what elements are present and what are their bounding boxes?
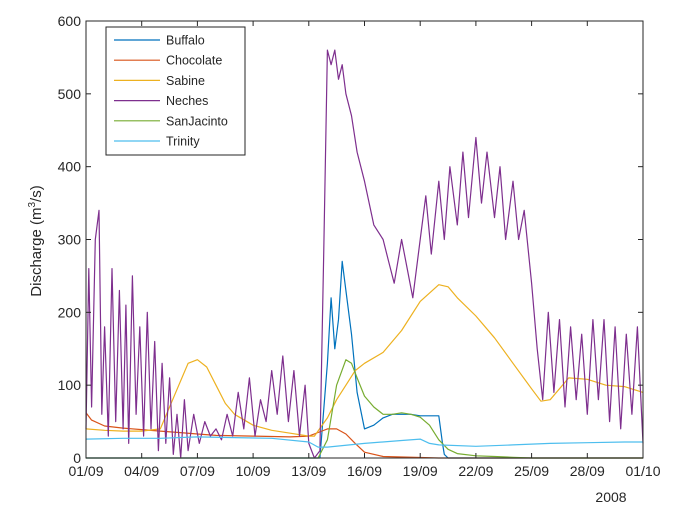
y-axis-label: Discharge (m3/s)	[27, 185, 45, 296]
y-axis-label-sup: 3	[27, 202, 38, 208]
y-tick-label: 200	[58, 304, 82, 320]
x-tick-label: 19/09	[403, 463, 438, 479]
x-tick-label: 13/09	[291, 463, 326, 479]
legend-label-buffalo: Buffalo	[166, 34, 205, 48]
x-tick-label: 01/09	[68, 463, 103, 479]
x-secondary-label: 2008	[595, 489, 626, 505]
y-tick-label: 100	[58, 377, 82, 393]
series-line-trinity	[85, 436, 643, 448]
y-tick-label: 0	[73, 450, 81, 466]
y-axis-label-suffix: /s)	[28, 185, 45, 202]
x-tick-label: 28/09	[570, 463, 605, 479]
legend-label-neches: Neches	[166, 94, 208, 108]
series-line-neches	[85, 49, 644, 459]
legend-box	[105, 26, 246, 156]
legend-label-sanjacinto: SanJacinto	[166, 114, 228, 128]
x-tick-label: 16/09	[347, 463, 382, 479]
x-tick-label: 07/09	[180, 463, 215, 479]
legend-label-chocolate: Chocolate	[166, 54, 222, 68]
y-axis-label-prefix: Discharge (m	[28, 208, 45, 297]
x-tick-label: 22/09	[458, 463, 493, 479]
y-tick-label: 500	[58, 86, 82, 102]
x-tick-label: 25/09	[514, 463, 549, 479]
series-line-buffalo	[86, 260, 643, 459]
y-tick-label: 400	[58, 159, 82, 175]
x-tick-label: 10/09	[236, 463, 271, 479]
y-tick-label: 600	[58, 13, 82, 29]
series-line-sanjacinto	[86, 359, 643, 459]
y-tick-label: 300	[58, 232, 82, 248]
x-tick-label: 01/10	[625, 463, 660, 479]
legend: Buffalo Chocolate Sabine Neches SanJacinto Tr…	[105, 26, 246, 156]
series-line-sabine	[85, 284, 644, 437]
series-layer	[85, 49, 644, 459]
legend-label-sabine: Sabine	[166, 74, 205, 88]
x-tick-label: 04/09	[124, 463, 159, 479]
legend-label-trinity: Trinity	[166, 135, 200, 149]
axis-ticks: 01/09 04/09 07/09 10/09 13/09 16/09 19/09 22/09…	[58, 13, 661, 479]
